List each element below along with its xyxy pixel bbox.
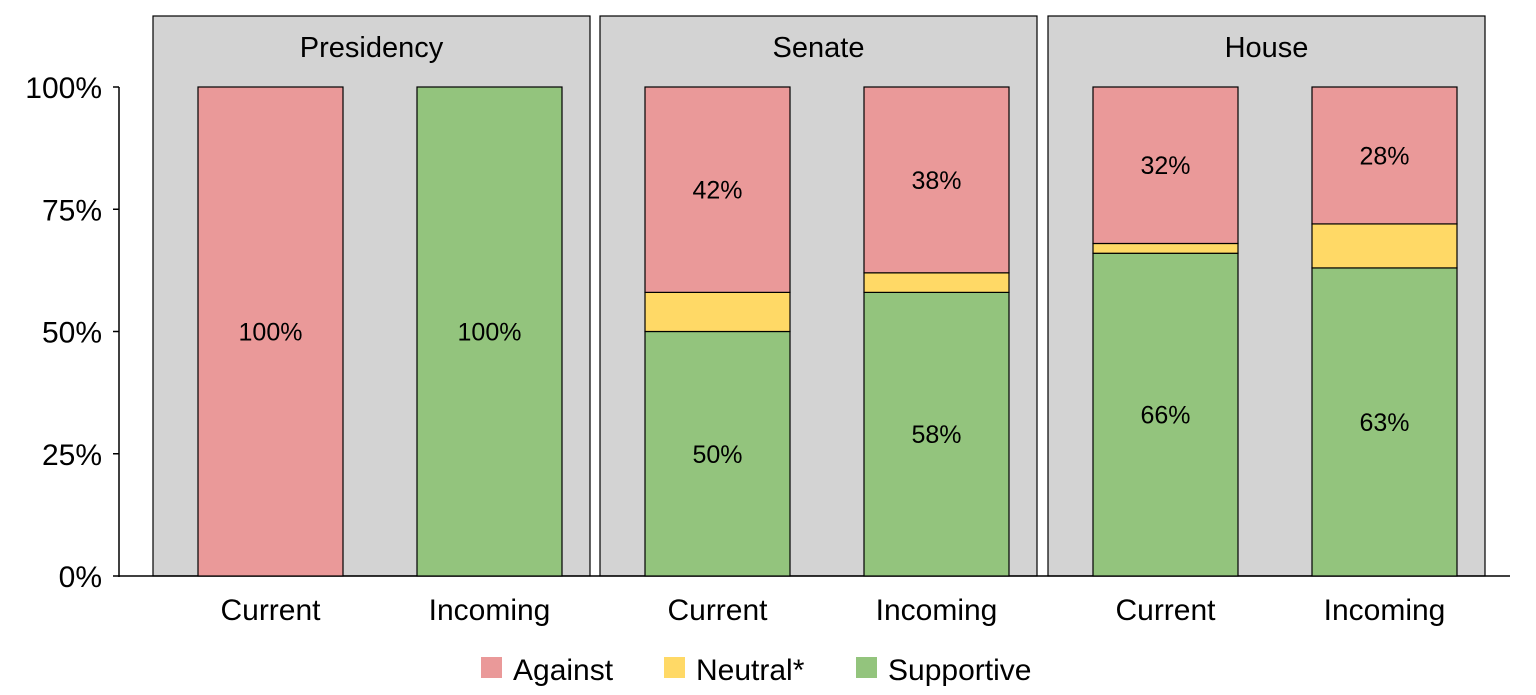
legend-swatch-supportive bbox=[856, 657, 877, 678]
data-label-supportive: 63% bbox=[1359, 409, 1409, 437]
facet-title: Presidency bbox=[300, 32, 444, 64]
y-tick-label: 25% bbox=[42, 439, 102, 472]
facet-title: House bbox=[1225, 32, 1309, 64]
x-category-label: Incoming bbox=[876, 594, 998, 627]
bar-segment-supportive bbox=[1311, 267, 1458, 577]
y-tick-label: 0% bbox=[59, 561, 102, 594]
data-label-against: 28% bbox=[1359, 142, 1409, 170]
data-label-supportive: 100% bbox=[458, 319, 522, 347]
data-label-supportive: 58% bbox=[911, 421, 961, 449]
legend-swatch-neutral bbox=[664, 657, 685, 678]
bar-segment-neutral bbox=[863, 272, 1010, 293]
x-category-label: Current bbox=[667, 594, 768, 627]
data-label-against: 38% bbox=[911, 167, 961, 195]
bar-segment-against bbox=[863, 86, 1010, 274]
x-category-label: Current bbox=[220, 594, 321, 627]
x-category-label: Incoming bbox=[1324, 594, 1446, 627]
legend-swatch-against bbox=[481, 657, 502, 678]
data-label-against: 42% bbox=[692, 177, 742, 205]
x-category-label: Incoming bbox=[429, 594, 551, 627]
bar-segment-supportive bbox=[863, 291, 1010, 577]
bar-segment-neutral bbox=[644, 291, 791, 333]
data-label-supportive: 66% bbox=[1140, 402, 1190, 430]
bar-segment-against bbox=[1092, 86, 1239, 245]
bar-segment-supportive bbox=[416, 86, 563, 577]
y-tick-label: 75% bbox=[42, 194, 102, 227]
bar-segment-neutral bbox=[1311, 223, 1458, 269]
facet-title: Senate bbox=[773, 32, 865, 64]
bar-segment-against bbox=[197, 86, 344, 577]
data-label-supportive: 50% bbox=[692, 441, 742, 469]
legend-label-against: Against bbox=[513, 654, 614, 687]
legend-label-supportive: Supportive bbox=[888, 654, 1031, 687]
bar-segment-against bbox=[1311, 86, 1458, 225]
bar-segment-neutral bbox=[1092, 242, 1239, 254]
data-label-against: 100% bbox=[239, 319, 303, 347]
y-tick-label: 50% bbox=[42, 317, 102, 350]
legend-label-neutral: Neutral* bbox=[696, 654, 805, 687]
bar-segment-supportive bbox=[1092, 252, 1239, 577]
bar-segment-against bbox=[644, 86, 791, 293]
y-tick-label: 100% bbox=[25, 72, 102, 105]
bar-segment-supportive bbox=[644, 330, 791, 577]
data-label-against: 32% bbox=[1140, 152, 1190, 180]
x-category-label: Current bbox=[1115, 594, 1216, 627]
